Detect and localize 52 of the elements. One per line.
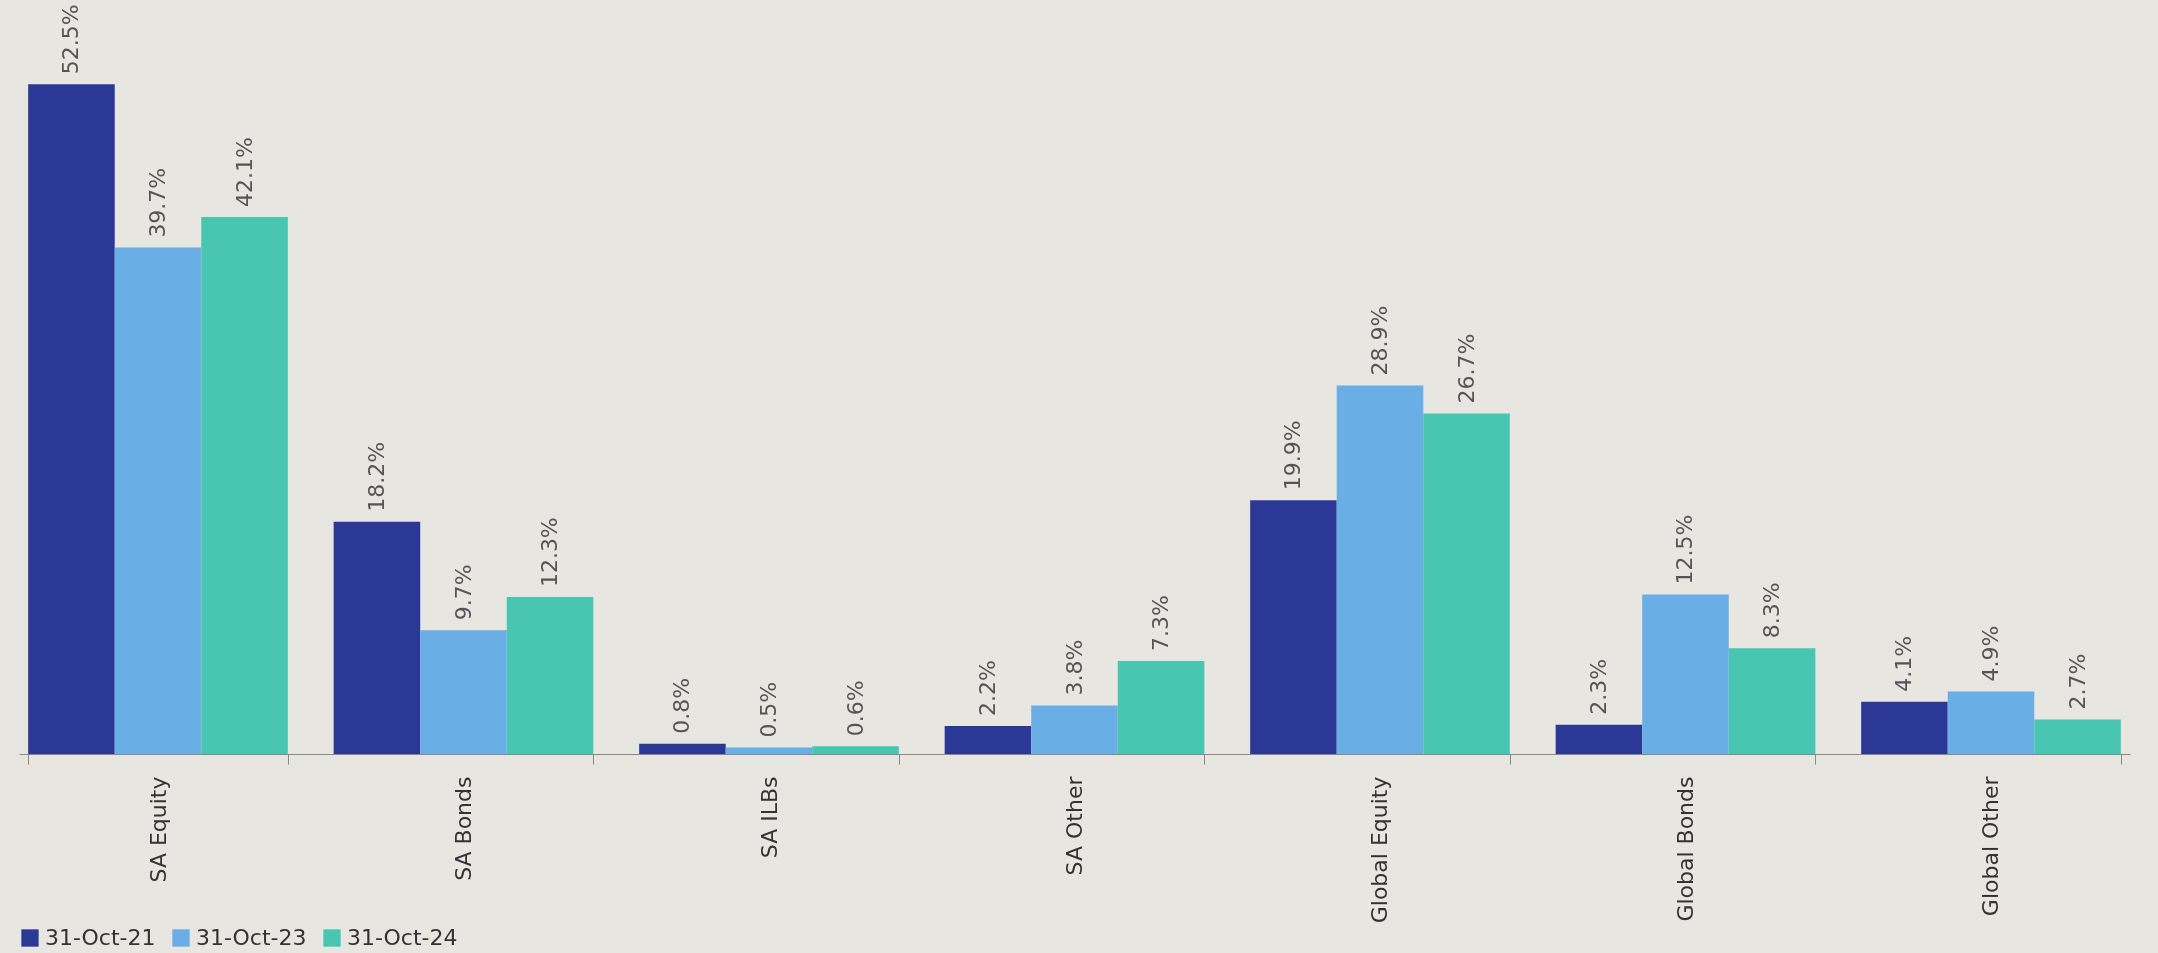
- data-label: 0.5%: [756, 681, 781, 738]
- x-tick-label: SA Other: [1062, 775, 1087, 876]
- data-label: 8.3%: [1759, 582, 1785, 639]
- legend-label: 31-Oct-24: [347, 925, 458, 950]
- data-label: 28.9%: [1367, 305, 1392, 376]
- data-label: 2.3%: [1585, 658, 1611, 715]
- data-label: 19.9%: [1280, 420, 1306, 491]
- bar: [420, 630, 507, 754]
- data-label: 4.9%: [1978, 625, 2003, 682]
- bar: [1861, 701, 1948, 754]
- data-label: 12.5%: [1672, 514, 1698, 585]
- bar: [1031, 705, 1118, 754]
- x-tick-label: SA Equity: [145, 776, 171, 883]
- bar: [944, 725, 1032, 754]
- bar: [114, 247, 202, 754]
- x-tick-label: SA Bonds: [451, 776, 476, 881]
- bar: [333, 521, 421, 754]
- bar: [1728, 648, 1816, 754]
- data-label: 2.2%: [974, 660, 1000, 716]
- x-tick-label: Global Other: [1978, 775, 2004, 917]
- bar: [1117, 660, 1205, 754]
- bar: [812, 746, 899, 754]
- data-label: 9.7%: [450, 564, 476, 621]
- data-label: 4.1%: [1891, 635, 1917, 692]
- data-label: 42.1%: [231, 137, 257, 208]
- bar: [1336, 385, 1424, 754]
- data-label: 26.7%: [1453, 333, 1479, 404]
- bar: [1947, 691, 2035, 754]
- data-label: 52.5%: [58, 4, 84, 75]
- data-label: 39.7%: [145, 167, 170, 238]
- bar: [1642, 594, 1729, 754]
- bar: [506, 597, 594, 754]
- bar: [725, 747, 813, 754]
- x-tick-label: SA ILBs: [756, 776, 782, 859]
- bar: [28, 84, 115, 754]
- legend-label: 31-Oct-21: [45, 925, 156, 950]
- data-label: 12.3%: [537, 517, 563, 588]
- legend-label: 31-Oct-23: [196, 925, 307, 950]
- x-tick-label: Global Bonds: [1673, 776, 1698, 922]
- data-label: 2.7%: [2064, 653, 2090, 710]
- data-label: 0.6%: [842, 680, 868, 737]
- bar: [201, 217, 288, 754]
- bar: [2034, 719, 2121, 754]
- bar: [1423, 413, 1510, 754]
- bar: [1250, 500, 1337, 754]
- data-label: 7.3%: [1148, 594, 1174, 651]
- bar: [639, 743, 726, 754]
- data-label: 3.8%: [1061, 639, 1087, 696]
- bar: [1555, 724, 1643, 754]
- data-label: 0.8%: [669, 677, 695, 734]
- x-tick-label: Global Equity: [1367, 776, 1393, 924]
- data-label: 18.2%: [363, 441, 389, 512]
